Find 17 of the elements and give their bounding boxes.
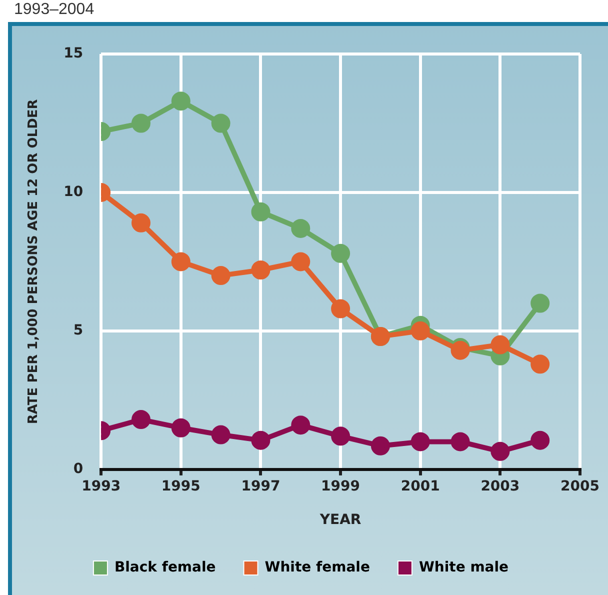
y-tick-label: 15	[64, 46, 84, 62]
x-axis-title: YEAR	[318, 512, 362, 528]
x-tick-label: 1995	[161, 478, 200, 494]
x-tick-label: 2005	[560, 478, 600, 494]
x-tick-label: 2003	[480, 478, 520, 494]
legend-label: White female	[264, 560, 370, 576]
y-tick-label: 10	[64, 184, 84, 200]
legend-label: White male	[418, 560, 509, 576]
x-tick-label: 1999	[321, 478, 360, 494]
chart-title: 1993–2004	[14, 1, 94, 19]
y-tick-label: 0	[73, 461, 84, 478]
legend-label: Black female	[114, 560, 216, 576]
x-tick-label: 1993	[82, 478, 121, 494]
y-tick-label: 5	[73, 322, 84, 339]
x-tick-label: 2001	[400, 478, 440, 494]
y-axis-title: RATE PER 1,000 PERSONS AGE 12 OR OLDER	[26, 99, 42, 424]
x-tick-label: 1997	[241, 478, 280, 494]
